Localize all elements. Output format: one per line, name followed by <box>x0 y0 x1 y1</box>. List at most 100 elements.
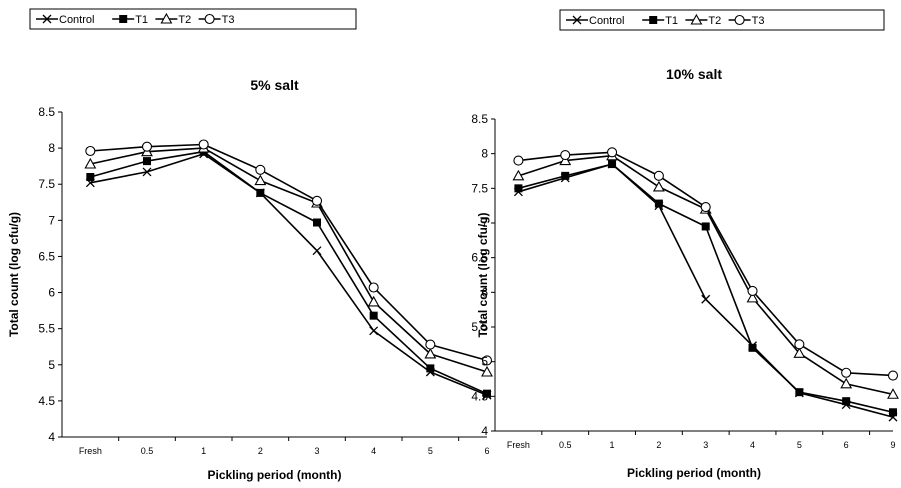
y-axis-label: Total count (log cfu/g) <box>476 212 490 337</box>
data-point-t1 <box>795 388 804 397</box>
data-point-t3 <box>311 195 323 206</box>
data-point-t3 <box>887 370 899 381</box>
data-point-control <box>369 326 379 336</box>
legend-label: T3 <box>222 14 235 26</box>
data-point-t3 <box>198 139 209 150</box>
y-tick-label: 7 <box>48 213 55 227</box>
series-line-control <box>90 153 488 396</box>
legend-marker-circle <box>734 14 745 26</box>
legend-entry-control: Control <box>566 15 624 27</box>
data-point-t3 <box>481 355 493 366</box>
series-line-t3 <box>90 143 488 362</box>
legend-marker-square <box>119 15 128 23</box>
chart-title: 10% salt <box>666 66 722 82</box>
x-tick-label: 1 <box>201 446 206 456</box>
data-point-t1 <box>889 408 897 417</box>
data-point-control <box>312 246 322 256</box>
data-point-t1 <box>748 343 757 352</box>
legend-marker-triangle <box>690 13 703 25</box>
data-point-t2 <box>512 169 525 181</box>
data-point-t2 <box>746 291 759 303</box>
x-tick-label: 4 <box>371 446 376 456</box>
series-line-t1 <box>90 150 488 395</box>
data-point-t2 <box>887 388 899 399</box>
data-point-t2 <box>424 347 437 359</box>
y-tick-label: 7.5 <box>471 181 488 195</box>
data-point-t3 <box>747 285 758 296</box>
x-tick-label: 2 <box>656 440 661 450</box>
x-axis-label: Pickling period (month) <box>627 466 761 480</box>
data-point-t3 <box>560 150 571 161</box>
data-point-t1 <box>701 222 710 231</box>
y-tick-label: 6.5 <box>38 249 55 263</box>
legend-entry-t2: T2 <box>685 13 721 27</box>
legend-marker-x <box>42 14 52 24</box>
legend-marker-triangle <box>160 12 173 24</box>
legend-box <box>559 9 885 31</box>
series-line-t2 <box>90 147 488 373</box>
data-point-t2 <box>481 365 493 377</box>
series-t1 <box>514 160 897 417</box>
data-point-t1 <box>654 199 663 208</box>
x-tick-label: 1 <box>610 440 615 450</box>
data-point-t2 <box>793 347 806 358</box>
x-tick-label: Fresh <box>507 440 530 450</box>
data-point-control <box>142 167 152 177</box>
y-tick-label: 4.5 <box>471 389 488 403</box>
data-point-t3 <box>653 170 664 181</box>
data-point-t3 <box>255 164 266 175</box>
x-tick-label: 3 <box>703 440 708 450</box>
y-tick-label: 5 <box>48 358 55 372</box>
x-tick-label: 2 <box>258 446 263 456</box>
y-tick-label: 6.5 <box>471 251 488 265</box>
y-tick-label: 5.5 <box>38 322 55 336</box>
data-point-t1 <box>369 311 378 320</box>
legend-entry-t1: T1 <box>642 15 678 27</box>
y-tick-label: 5 <box>481 355 488 369</box>
legend-label: Control <box>589 15 624 27</box>
data-point-t3 <box>841 367 852 378</box>
data-point-t2 <box>840 377 853 389</box>
data-point-t1 <box>143 157 151 166</box>
data-point-t2 <box>367 295 380 307</box>
y-tick-label: 7 <box>481 216 488 230</box>
series-t3 <box>85 139 493 366</box>
chart-panel-1: Control T1 T2 T3 5% salt 4 4.5 5 5.5 6 6.5 7 7.5 8 8.5… <box>7 8 493 482</box>
legend-label: T2 <box>178 14 191 26</box>
data-point-t1 <box>256 188 265 197</box>
x-tick-label: 5 <box>428 446 433 456</box>
series-t2 <box>512 149 899 399</box>
y-tick-label: 4 <box>48 430 55 444</box>
legend-marker-x <box>572 15 582 25</box>
legend-label: T1 <box>135 14 148 26</box>
legend-entry-t1: T1 <box>112 14 148 26</box>
data-point-t3 <box>425 339 436 350</box>
data-point-t3 <box>700 202 711 213</box>
data-point-control <box>701 294 711 304</box>
series-line-t3 <box>518 151 894 377</box>
data-point-t3 <box>794 339 805 350</box>
y-tick-label: 4 <box>481 424 488 438</box>
y-tick-label: 6 <box>48 286 55 300</box>
data-point-t1 <box>842 397 851 406</box>
series-control <box>513 159 898 422</box>
series-t3 <box>513 147 899 381</box>
y-tick-label: 8.5 <box>471 112 488 126</box>
x-tick-label: 4 <box>750 440 755 450</box>
x-tick-label: 3 <box>314 446 319 456</box>
series-control <box>85 149 492 400</box>
y-tick-label: 8.5 <box>38 105 55 119</box>
legend-label: Control <box>59 14 94 26</box>
series-line-t1 <box>518 163 894 414</box>
x-axis-label: Pickling period (month) <box>208 468 342 482</box>
legend-label: T1 <box>665 15 678 27</box>
x-tick-label: 6 <box>484 446 489 456</box>
data-point-t1 <box>514 184 523 193</box>
data-point-t1 <box>561 171 570 180</box>
legend-box <box>29 8 357 30</box>
data-point-t3 <box>513 155 524 166</box>
y-tick-label: 5.5 <box>471 320 488 334</box>
legend-marker-square <box>649 16 658 24</box>
data-point-t3 <box>85 145 96 157</box>
legend-marker-circle <box>204 13 215 25</box>
